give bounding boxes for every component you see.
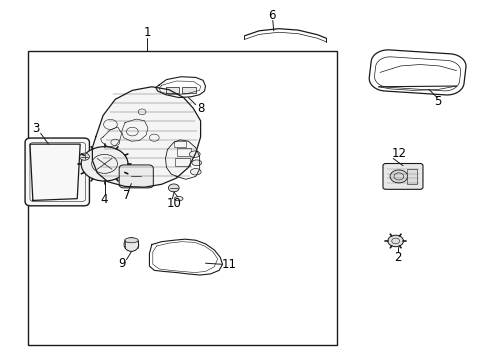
Ellipse shape [174,197,183,201]
Text: 11: 11 [221,258,236,271]
Circle shape [389,170,407,183]
Bar [406,168,416,184]
Polygon shape [92,87,200,187]
Circle shape [168,184,179,192]
Text: 3: 3 [32,122,40,135]
FancyBboxPatch shape [119,165,153,188]
Ellipse shape [190,168,201,175]
Circle shape [80,153,89,160]
Text: 5: 5 [433,95,441,108]
Ellipse shape [189,151,200,157]
Bar [27,51,336,345]
Text: 10: 10 [166,197,181,210]
Polygon shape [368,50,465,95]
FancyBboxPatch shape [382,163,422,189]
Text: 6: 6 [268,9,276,22]
Bar [177,148,190,156]
Ellipse shape [124,238,138,243]
Bar [165,87,179,93]
Text: 7: 7 [122,189,130,202]
Text: 12: 12 [391,147,406,160]
Ellipse shape [124,238,139,251]
Text: 1: 1 [143,27,150,40]
Text: 9: 9 [118,257,125,270]
Bar [173,141,185,147]
Bar [182,87,195,93]
Text: 4: 4 [101,193,108,206]
Bar [175,158,189,166]
Text: 2: 2 [393,251,401,264]
Text: 8: 8 [197,102,204,115]
Circle shape [387,235,403,247]
Circle shape [81,147,128,181]
FancyBboxPatch shape [25,138,89,206]
Ellipse shape [191,160,201,166]
